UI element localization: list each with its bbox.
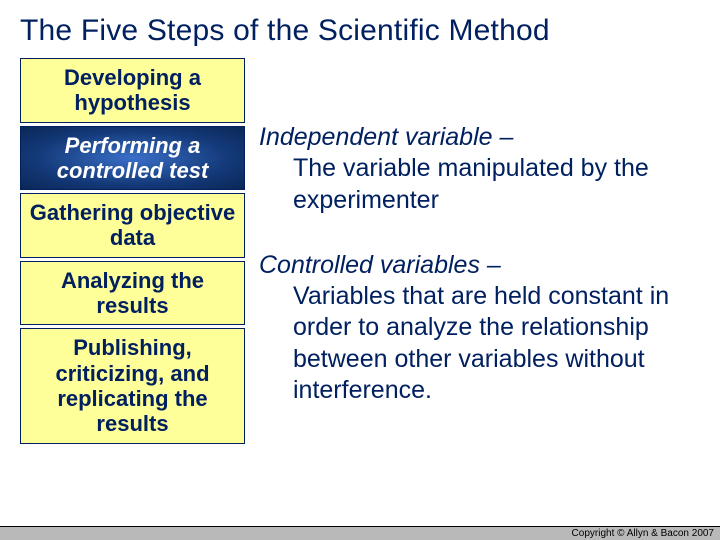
definition-body: The variable manipulated by the experime… xyxy=(259,153,700,216)
step-box: Publishing, criticizing, and replicating… xyxy=(20,328,245,443)
step-box: Gathering objective data xyxy=(20,193,245,258)
step-box: Analyzing the results xyxy=(20,261,245,326)
footer-bar: Copyright © Allyn & Bacon 2007 xyxy=(0,526,720,540)
step-box: Developing a hypothesis xyxy=(20,58,245,123)
definition-block: Independent variable – The variable mani… xyxy=(259,122,700,216)
definitions-column: Independent variable – The variable mani… xyxy=(245,58,710,444)
definition-block: Controlled variables – Variables that ar… xyxy=(259,250,700,406)
definition-body: Variables that are held constant in orde… xyxy=(259,281,700,406)
page-title: The Five Steps of the Scientific Method xyxy=(0,0,720,58)
definition-term: Independent variable – xyxy=(259,123,513,151)
definition-term: Controlled variables – xyxy=(259,251,501,279)
content-area: Developing a hypothesis Performing a con… xyxy=(0,58,720,444)
copyright-text: Copyright © Allyn & Bacon 2007 xyxy=(572,528,714,539)
step-box-active: Performing a controlled test xyxy=(20,126,245,191)
steps-column: Developing a hypothesis Performing a con… xyxy=(20,58,245,444)
